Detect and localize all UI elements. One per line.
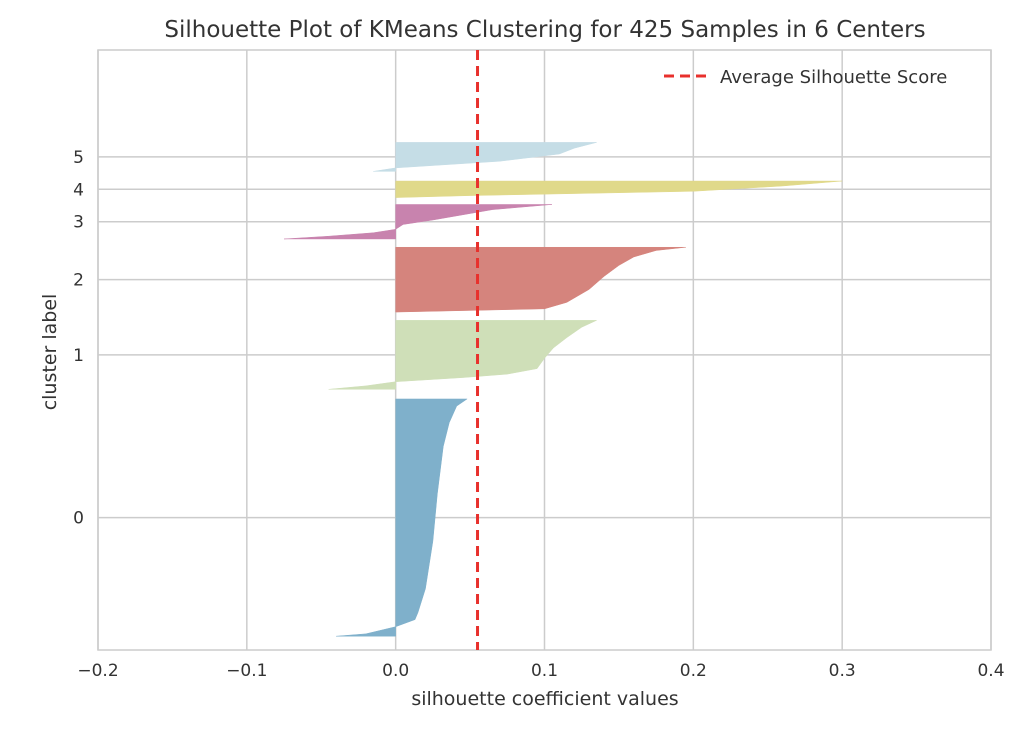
y-axis-label: cluster label [39, 294, 61, 411]
legend-label: Average Silhouette Score [720, 67, 947, 88]
x-tick-label: −0.1 [226, 661, 267, 681]
y-tick-label: 1 [73, 346, 84, 366]
x-axis-label: silhouette coefficient values [411, 688, 678, 710]
legend: Average Silhouette Score [664, 67, 947, 88]
cluster-5-silhouette [373, 142, 597, 172]
y-tick-label: 2 [73, 271, 84, 291]
y-tick-label: 4 [73, 180, 84, 200]
x-tick-label: 0.2 [680, 661, 707, 681]
cluster-layer [284, 142, 843, 637]
y-tick-label: 0 [73, 509, 84, 529]
y-tick-label: 3 [73, 213, 84, 233]
x-tick-label: 0.4 [977, 661, 1004, 681]
cluster-4-silhouette [395, 180, 843, 198]
tick-layer: −0.2 −0.1 0.0 0.1 0.2 0.3 0.4 0 1 2 3 4 5 [73, 148, 1004, 681]
cluster-2-silhouette [395, 246, 686, 313]
chart-title: Silhouette Plot of KMeans Clustering for… [164, 17, 925, 43]
cluster-3-silhouette [284, 204, 552, 240]
y-tick-label: 5 [73, 148, 84, 168]
x-tick-label: 0.1 [531, 661, 558, 681]
x-tick-label: −0.2 [77, 661, 118, 681]
cluster-0-silhouette [336, 398, 468, 637]
x-tick-label: 0.3 [829, 661, 856, 681]
x-tick-label: 0.0 [382, 661, 409, 681]
cluster-1-silhouette [328, 320, 597, 390]
